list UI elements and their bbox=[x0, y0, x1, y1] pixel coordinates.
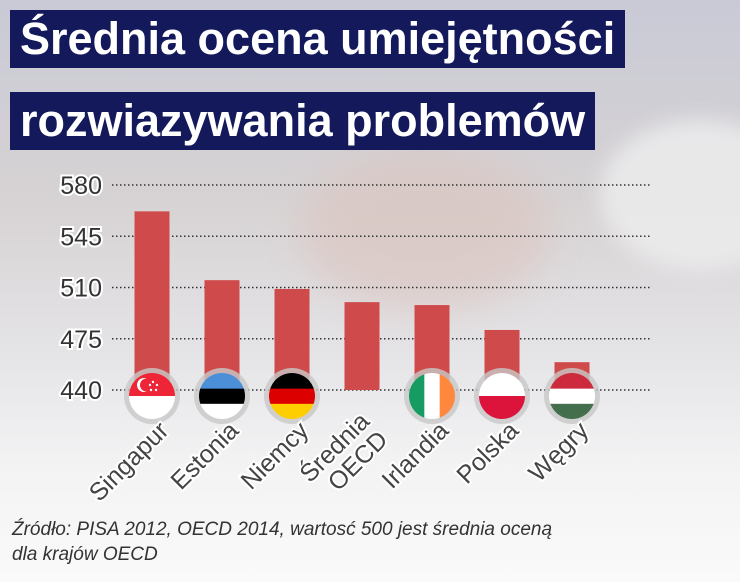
x-tick-label: Estonia bbox=[165, 416, 244, 495]
x-tick-label: ŚredniaOECD bbox=[293, 406, 394, 507]
flag-poland-icon bbox=[479, 373, 525, 419]
background-photo bbox=[300, 150, 550, 310]
title-line-2: rozwiazywania problemów bbox=[10, 92, 596, 150]
y-tick-label: 510 bbox=[60, 275, 102, 303]
x-tick-label: Polska bbox=[451, 416, 524, 489]
x-tick-label: Węgry bbox=[523, 416, 594, 487]
y-tick-label: 580 bbox=[60, 172, 102, 200]
y-tick-label: 475 bbox=[60, 326, 102, 354]
x-tick-label: Niemcy bbox=[236, 416, 315, 495]
flag-ireland-icon bbox=[409, 373, 455, 419]
flag-estonia-icon bbox=[199, 373, 245, 419]
source-line-2: dla krajów OECD bbox=[12, 544, 158, 565]
flag-germany-icon bbox=[269, 373, 315, 419]
source-line-1: Źródło: PISA 2012, OECD 2014, wartosć 50… bbox=[12, 519, 553, 540]
y-tick-label: 545 bbox=[60, 223, 102, 251]
bar bbox=[344, 302, 380, 390]
x-tick-label: Irlandia bbox=[376, 416, 454, 494]
y-tick-label: 440 bbox=[60, 377, 102, 405]
x-tick-label: Singapur bbox=[84, 416, 175, 507]
flag-hungary-icon bbox=[549, 373, 595, 419]
title-line-1: Średnia ocena umiejętności bbox=[10, 10, 626, 68]
flag-singapore-icon bbox=[129, 373, 175, 419]
bar bbox=[134, 211, 170, 390]
source-note: Źródło: PISA 2012, OECD 2014, wartosć 50… bbox=[12, 517, 712, 567]
